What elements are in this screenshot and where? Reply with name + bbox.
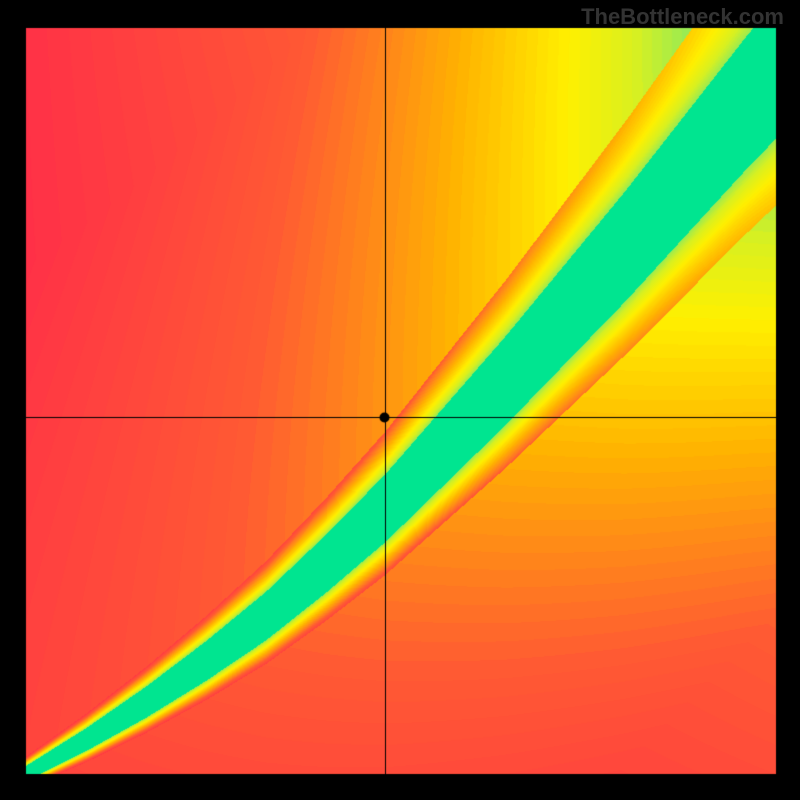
- chart-container: TheBottleneck.com: [0, 0, 800, 800]
- watermark-text: TheBottleneck.com: [581, 4, 784, 30]
- bottleneck-heatmap: [0, 0, 800, 800]
